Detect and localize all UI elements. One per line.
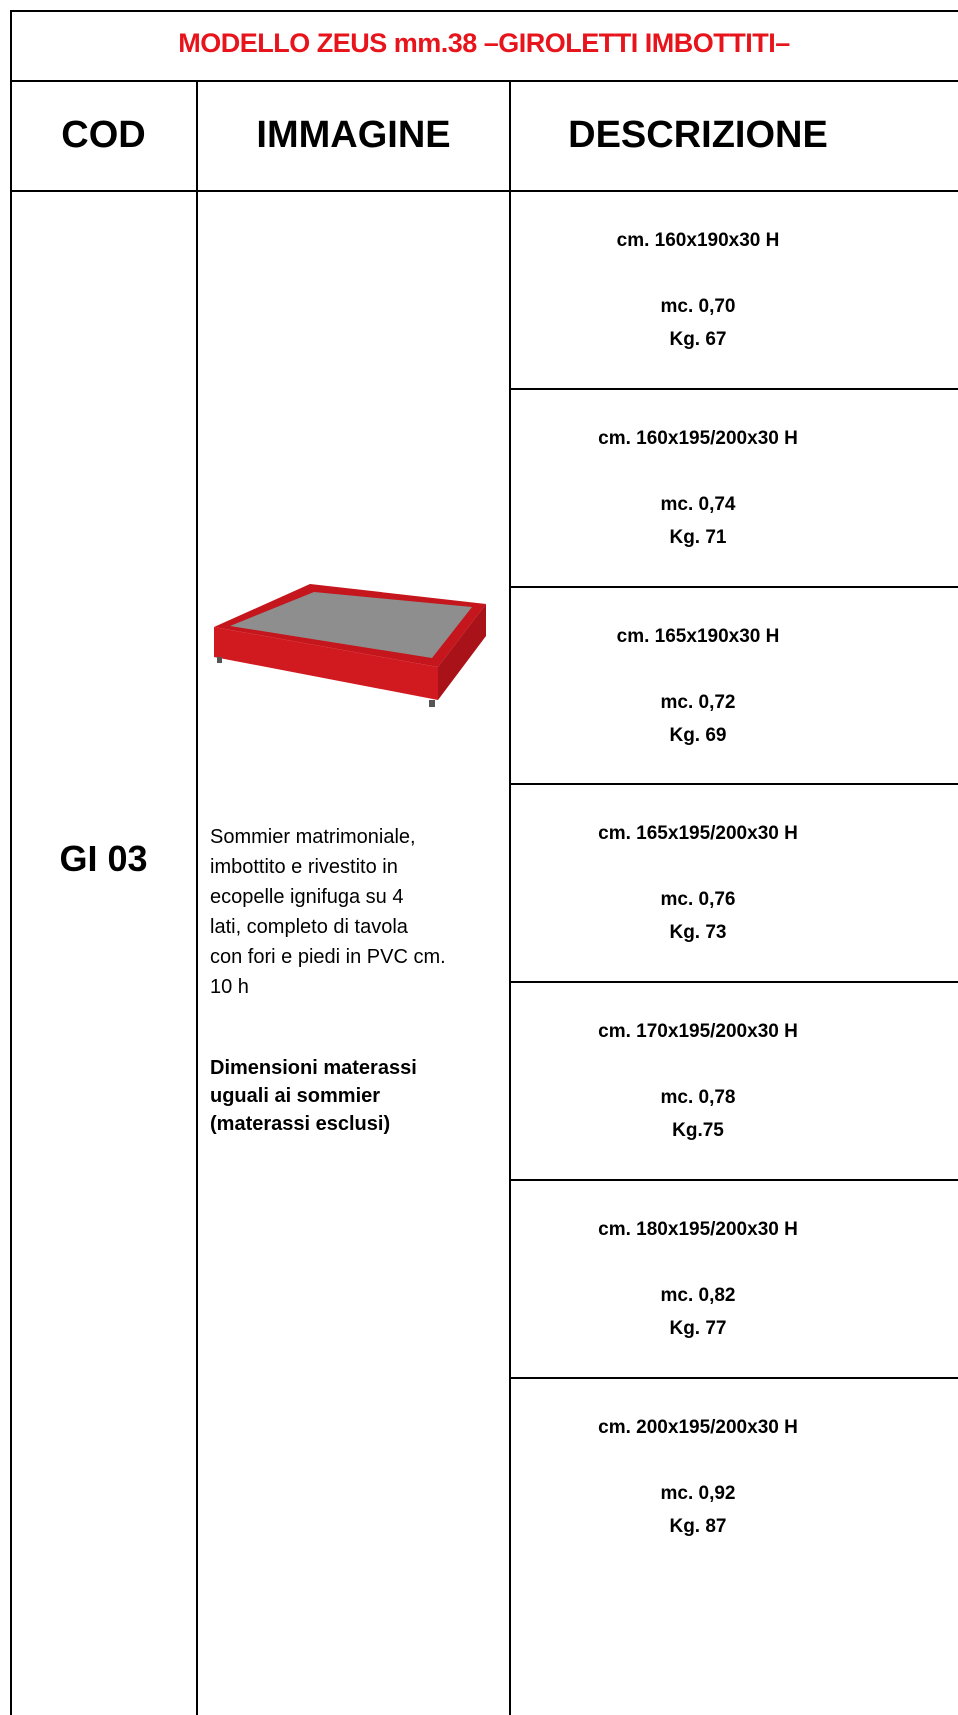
border	[196, 80, 198, 1715]
volume: mc. 0,76	[660, 889, 736, 911]
volume: mc. 0,74	[660, 493, 736, 515]
row-border	[510, 783, 958, 785]
volume: mc. 0,72	[660, 691, 736, 713]
title: MODELLO ZEUS mm.38 –GIROLETTI IMBOTTITI–	[178, 28, 790, 58]
note-line: Dimensioni materassi	[210, 1057, 417, 1079]
row-border	[510, 1377, 958, 1379]
volume: mc. 0,92	[660, 1482, 736, 1504]
product-code: GI 03	[59, 838, 148, 879]
size: cm. 165x190x30 H	[616, 625, 780, 647]
weight: Kg. 67	[669, 329, 727, 350]
description-line: ecopelle ignifuga su 4	[210, 886, 404, 908]
volume: mc. 0,78	[660, 1087, 736, 1109]
size: cm. 165x195/200x30 H	[598, 823, 798, 845]
border	[10, 190, 958, 192]
weight: Kg.75	[672, 1120, 724, 1142]
volume: mc. 0,82	[660, 1285, 736, 1306]
column-header: COD	[61, 114, 146, 156]
size: cm. 200x195/200x30 H	[598, 1416, 798, 1438]
description-line: con fori e piedi in PVC cm.	[210, 946, 446, 968]
size: cm. 160x195/200x30 H	[598, 427, 798, 449]
note-line: (materassi esclusi)	[210, 1113, 391, 1135]
border	[10, 10, 12, 1715]
volume: mc. 0,70	[660, 296, 736, 317]
product-image	[214, 584, 486, 707]
note: Dimensioni materassi uguali ai sommier (ma…	[210, 1054, 417, 1138]
description-line: lati, completo di tavola	[210, 916, 408, 938]
weight: Kg. 69	[669, 724, 727, 746]
description-line: imbottito e rivestito in	[210, 856, 398, 878]
note-line: uguali ai sommier	[210, 1085, 381, 1107]
border	[10, 80, 958, 82]
border	[10, 10, 958, 12]
row-border	[510, 1179, 958, 1181]
row-border	[510, 388, 958, 390]
weight: Kg. 71	[669, 526, 727, 548]
row-border	[510, 586, 958, 588]
size: cm. 160x190x30 H	[616, 230, 780, 251]
column-header: IMMAGINE	[256, 114, 451, 156]
description-line: Sommier matrimoniale,	[210, 826, 416, 848]
size: cm. 180x195/200x30 H	[598, 1219, 798, 1240]
weight: Kg. 87	[669, 1515, 727, 1537]
weight: Kg. 77	[669, 1318, 727, 1339]
border	[509, 80, 511, 1715]
weight: Kg. 73	[669, 922, 727, 944]
description-line: 10 h	[210, 976, 249, 998]
description: Sommier matrimoniale, imbottito e rivesti…	[210, 822, 446, 1002]
size: cm. 170x195/200x30 H	[598, 1021, 798, 1043]
column-header: DESCRIZIONE	[568, 114, 828, 156]
row-border	[510, 981, 958, 983]
